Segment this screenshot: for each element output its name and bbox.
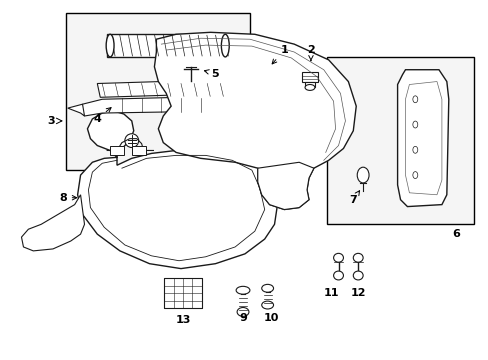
Text: 10: 10 bbox=[264, 313, 279, 323]
Ellipse shape bbox=[305, 85, 314, 90]
Ellipse shape bbox=[412, 172, 417, 179]
Text: 11: 11 bbox=[323, 288, 339, 298]
Polygon shape bbox=[397, 70, 448, 207]
Polygon shape bbox=[21, 195, 84, 251]
Ellipse shape bbox=[352, 271, 363, 280]
Bar bbox=[326, 57, 473, 224]
Text: 1: 1 bbox=[272, 45, 287, 64]
Text: 7: 7 bbox=[349, 191, 359, 205]
Ellipse shape bbox=[412, 121, 417, 128]
Ellipse shape bbox=[357, 167, 368, 183]
Ellipse shape bbox=[412, 96, 417, 103]
Bar bbox=[107, 34, 228, 57]
Bar bbox=[164, 278, 201, 308]
Ellipse shape bbox=[221, 34, 229, 57]
Text: 13: 13 bbox=[175, 315, 190, 325]
Text: 6: 6 bbox=[452, 229, 460, 239]
Bar bbox=[131, 145, 145, 156]
Text: 8: 8 bbox=[59, 193, 77, 203]
Text: 4: 4 bbox=[93, 108, 111, 124]
Bar bbox=[302, 72, 317, 82]
Text: 3: 3 bbox=[47, 116, 55, 126]
Ellipse shape bbox=[333, 253, 343, 262]
Ellipse shape bbox=[106, 34, 114, 57]
Bar bbox=[110, 145, 123, 156]
Ellipse shape bbox=[352, 253, 363, 262]
Ellipse shape bbox=[333, 271, 343, 280]
Polygon shape bbox=[154, 32, 356, 210]
Text: 2: 2 bbox=[306, 45, 314, 60]
Text: 5: 5 bbox=[204, 69, 219, 79]
Ellipse shape bbox=[237, 307, 248, 316]
Polygon shape bbox=[97, 80, 228, 97]
Ellipse shape bbox=[236, 286, 249, 294]
Polygon shape bbox=[257, 162, 313, 210]
Ellipse shape bbox=[124, 134, 139, 148]
Bar bbox=[66, 13, 249, 170]
Ellipse shape bbox=[261, 284, 273, 292]
Ellipse shape bbox=[412, 147, 417, 153]
Bar bbox=[305, 82, 314, 87]
Polygon shape bbox=[78, 111, 277, 269]
Polygon shape bbox=[81, 96, 228, 116]
Ellipse shape bbox=[261, 301, 273, 309]
Text: 12: 12 bbox=[350, 288, 365, 298]
Polygon shape bbox=[68, 104, 84, 116]
Text: 9: 9 bbox=[239, 313, 246, 323]
